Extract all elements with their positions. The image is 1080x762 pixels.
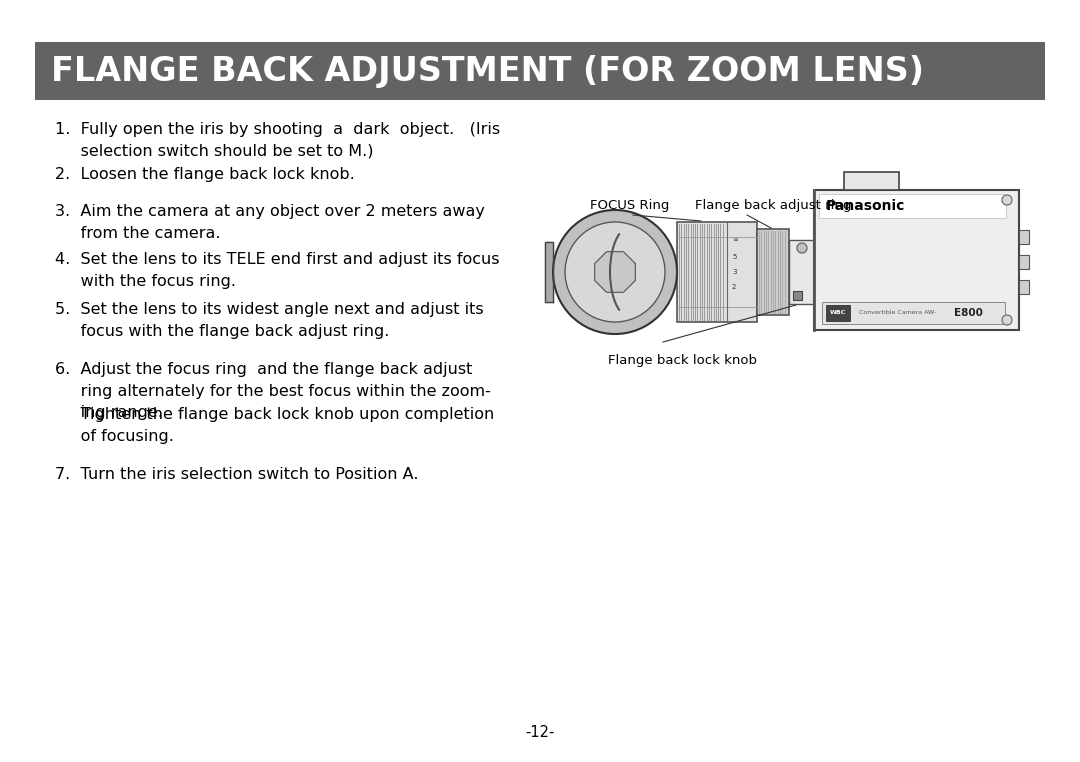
Polygon shape xyxy=(545,242,553,302)
Bar xyxy=(814,190,1020,330)
Bar xyxy=(1020,255,1029,269)
Text: Convertible Camera AW-: Convertible Camera AW- xyxy=(859,310,936,315)
Text: FOCUS Ring: FOCUS Ring xyxy=(590,199,670,212)
Text: 5.  Set the lens to its widest angle next and adjust its
     focus with the fla: 5. Set the lens to its widest angle next… xyxy=(55,302,484,338)
Text: 2.  Loosen the flange back lock knob.: 2. Loosen the flange back lock knob. xyxy=(55,167,354,182)
Text: 5: 5 xyxy=(732,254,737,260)
Bar xyxy=(1020,230,1029,244)
Text: -12-: -12- xyxy=(525,725,555,740)
Text: Flange back lock knob: Flange back lock knob xyxy=(608,354,757,367)
Circle shape xyxy=(797,243,807,253)
Circle shape xyxy=(1002,315,1012,325)
Circle shape xyxy=(1002,195,1012,205)
Text: 6.  Adjust the focus ring  and the flange back adjust
     ring alternately for : 6. Adjust the focus ring and the flange … xyxy=(55,362,491,420)
Text: ∞: ∞ xyxy=(732,237,738,243)
Text: WBC: WBC xyxy=(829,310,846,315)
Text: FLANGE BACK ADJUSTMENT (FOR ZOOM LENS): FLANGE BACK ADJUSTMENT (FOR ZOOM LENS) xyxy=(51,55,924,88)
Bar xyxy=(822,302,1005,324)
Bar xyxy=(757,229,789,315)
Text: Tighten the flange back lock knob upon completion
     of focusing.: Tighten the flange back lock knob upon c… xyxy=(55,407,495,443)
Text: 4.  Set the lens to its TELE end first and adjust its focus
     with the focus : 4. Set the lens to its TELE end first an… xyxy=(55,252,499,289)
Text: Panasonic: Panasonic xyxy=(826,199,905,213)
Text: 2: 2 xyxy=(732,284,737,290)
Bar xyxy=(1020,280,1029,294)
Text: 1.  Fully open the iris by shooting  a  dark  object.   (Iris
     selection swi: 1. Fully open the iris by shooting a dar… xyxy=(55,122,500,158)
Text: 7.  Turn the iris selection switch to Position A.: 7. Turn the iris selection switch to Pos… xyxy=(55,467,419,482)
Bar xyxy=(793,291,802,300)
Circle shape xyxy=(553,210,677,334)
Text: Flange back adjust ring: Flange back adjust ring xyxy=(696,199,851,212)
Bar xyxy=(819,194,1005,218)
Text: 3.  Aim the camera at any object over 2 meters away
     from the camera.: 3. Aim the camera at any object over 2 m… xyxy=(55,204,485,241)
Bar xyxy=(677,222,757,322)
Bar xyxy=(826,305,850,321)
Text: E800: E800 xyxy=(954,308,983,318)
Bar xyxy=(843,172,899,190)
Bar xyxy=(789,240,814,304)
Text: 3: 3 xyxy=(732,269,737,275)
Bar xyxy=(35,42,1045,100)
Polygon shape xyxy=(595,251,635,293)
Circle shape xyxy=(565,222,665,322)
